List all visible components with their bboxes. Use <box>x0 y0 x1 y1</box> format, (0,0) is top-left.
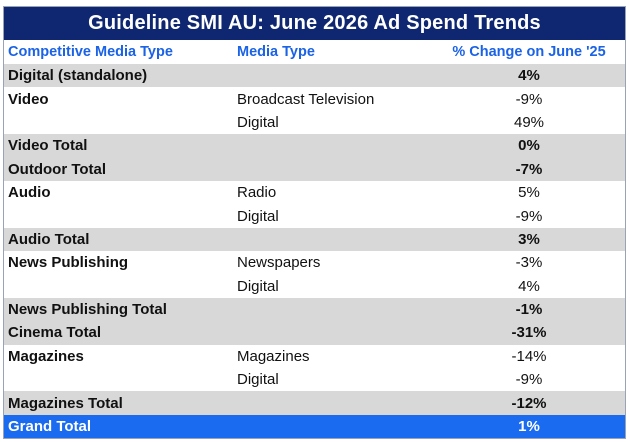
percent-change-cell: 0% <box>518 137 540 155</box>
percent-change-cell: -31% <box>511 324 547 342</box>
percent-change-cell: -7% <box>515 160 543 178</box>
media-type-cell: Digital <box>237 113 279 131</box>
header-competitive-media-type: Competitive Media Type <box>8 44 173 60</box>
competitive-media-type-cell: News Publishing <box>8 254 129 272</box>
percent-change-cell: 1% <box>518 418 540 436</box>
competitive-media-type-cell: Magazines Total <box>8 394 123 412</box>
competitive-media-type-cell: Magazines <box>8 347 84 365</box>
percent-change-cell: -9% <box>515 90 543 108</box>
media-type-cell: Broadcast Television <box>237 90 375 108</box>
percent-change-cell: -12% <box>511 394 547 412</box>
competitive-media-type-cell: Video Total <box>8 137 88 155</box>
percent-change-cell: -3% <box>515 254 543 272</box>
table-row: News Publishing Newspapers -3% <box>4 251 625 275</box>
percent-change-cell: -9% <box>515 207 543 225</box>
table-title: Guideline SMI AU: June 2026 Ad Spend Tre… <box>4 7 625 40</box>
percent-change-cell: 5% <box>518 184 540 202</box>
table-body: Digital (standalone) 4% Video Broadcast Tel… <box>4 64 625 439</box>
total-row: Outdoor Total -7% <box>4 157 625 181</box>
percent-change-cell: 49% <box>513 113 545 131</box>
media-type-cell: Radio <box>237 184 277 202</box>
competitive-media-type-cell: Video <box>8 90 49 108</box>
media-type-cell: Magazines <box>237 347 310 365</box>
table-row: Audio Radio 5% <box>4 180 625 205</box>
competitive-media-type-cell: Outdoor Total <box>8 160 107 178</box>
table-row: Digital 4% <box>4 274 625 298</box>
ad-spend-table: Guideline SMI AU: June 2026 Ad Spend Tre… <box>3 6 626 440</box>
competitive-media-type-cell: Audio <box>8 184 51 202</box>
table-row: Magazines Magazines -14% <box>4 344 625 369</box>
grand-total-row: Grand Total 1% <box>4 414 625 439</box>
total-row: News Publishing Total -1% <box>4 297 625 322</box>
percent-change-cell: 4% <box>518 67 540 85</box>
total-row: Cinema Total -31% <box>4 321 625 345</box>
table-row: Digital -9% <box>4 368 625 392</box>
total-row: Audio Total 3% <box>4 227 625 252</box>
header-media-type: Media Type <box>237 44 315 60</box>
table-row: Video Broadcast Television -9% <box>4 87 625 111</box>
percent-change-cell: -14% <box>511 347 547 365</box>
media-type-cell: Newspapers <box>237 254 321 272</box>
column-header-row: Competitive Media Type Media Type % Chan… <box>4 40 625 64</box>
competitive-media-type-cell: Digital (standalone) <box>8 67 148 85</box>
total-row: Magazines Total -12% <box>4 391 625 415</box>
competitive-media-type-cell: Audio Total <box>8 230 90 248</box>
percent-change-cell: -1% <box>515 301 543 319</box>
table-row: Digital -9% <box>4 204 625 228</box>
competitive-media-type-cell: News Publishing Total <box>8 301 167 319</box>
percent-change-cell: -9% <box>515 371 543 389</box>
competitive-media-type-cell: Grand Total <box>8 418 92 436</box>
media-type-cell: Digital <box>237 207 279 225</box>
competitive-media-type-cell: Cinema Total <box>8 324 102 342</box>
percent-change-cell: 4% <box>518 277 540 295</box>
media-type-cell: Digital <box>237 371 279 389</box>
total-row: Digital (standalone) 4% <box>4 64 625 88</box>
media-type-cell: Digital <box>237 277 279 295</box>
percent-change-cell: 3% <box>518 230 540 248</box>
table-row: Digital 49% <box>4 110 625 135</box>
total-row: Video Total 0% <box>4 134 625 158</box>
header-percent-change: % Change on June '25 <box>452 44 606 60</box>
